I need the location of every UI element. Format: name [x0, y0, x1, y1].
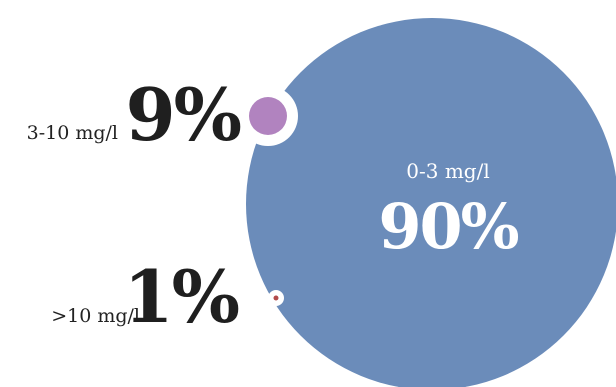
bubble-0-3-percent: 90% — [378, 190, 518, 263]
bubble-gt10-label: >10 mg/l — [51, 305, 140, 327]
bubble-gt10 — [273, 295, 279, 301]
bubble-0-3-label: 0-3 mg/l — [406, 159, 489, 183]
bubble-3-10 — [249, 97, 287, 135]
bubble-3-10-percent: 9% — [125, 72, 240, 157]
bubble-3-10-label: 3-10 mg/l — [27, 122, 118, 144]
bubble-0-3 — [246, 18, 616, 387]
bubble-gt10-percent: 1% — [123, 254, 238, 339]
